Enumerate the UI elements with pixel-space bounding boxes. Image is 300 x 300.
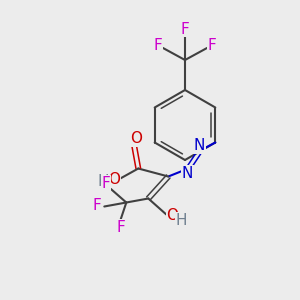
Text: H: H (98, 174, 109, 189)
Text: O: O (108, 172, 120, 187)
Text: F: F (181, 22, 189, 37)
Text: F: F (102, 176, 111, 191)
Text: O: O (130, 131, 142, 146)
Text: F: F (117, 220, 126, 235)
Text: F: F (154, 38, 162, 52)
Text: N: N (194, 138, 205, 153)
Text: H: H (176, 213, 187, 228)
Text: O: O (166, 208, 178, 223)
Text: F: F (208, 38, 216, 52)
Text: F: F (93, 198, 102, 213)
Text: N: N (182, 166, 193, 181)
